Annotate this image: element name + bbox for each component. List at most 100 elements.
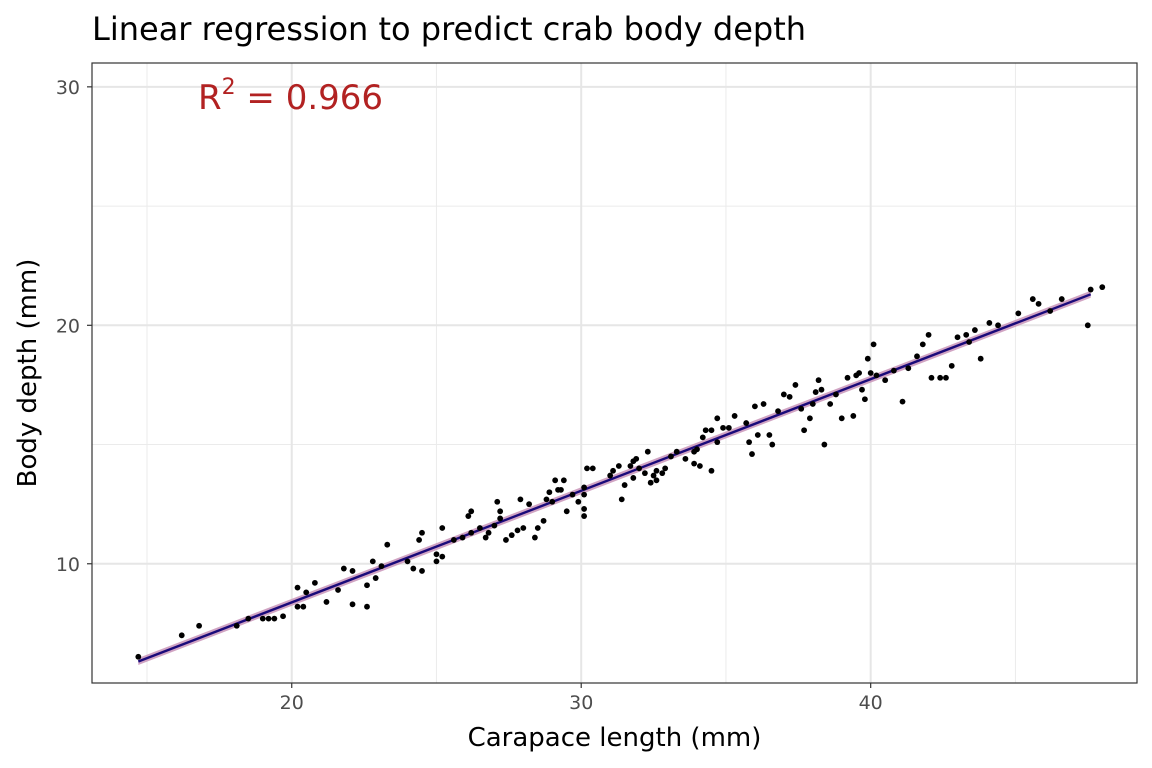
data-point xyxy=(743,420,750,426)
data-point xyxy=(699,434,706,441)
data-point xyxy=(482,534,489,541)
data-point xyxy=(673,448,680,455)
data-point xyxy=(349,568,356,574)
data-point xyxy=(549,498,556,505)
data-point xyxy=(439,525,446,531)
data-point xyxy=(668,453,674,460)
y-tick-label: 10 xyxy=(56,554,80,576)
data-point xyxy=(850,413,857,419)
chart-title: Linear regression to predict crab body d… xyxy=(92,10,806,48)
r-squared-superscript: 2 xyxy=(222,75,236,100)
data-point xyxy=(870,341,877,348)
data-point xyxy=(459,534,466,541)
data-point xyxy=(812,389,819,395)
data-point xyxy=(1099,284,1106,291)
data-point xyxy=(1029,296,1036,302)
regression-line-group xyxy=(137,293,1092,663)
data-point xyxy=(546,489,553,496)
data-point xyxy=(708,467,715,474)
data-point xyxy=(691,460,698,467)
y-tick-label: 20 xyxy=(56,315,80,337)
data-point xyxy=(937,374,944,381)
data-point xyxy=(659,470,666,477)
data-point xyxy=(384,541,391,548)
data-point xyxy=(300,603,307,610)
data-point xyxy=(786,393,793,400)
data-point xyxy=(754,432,761,438)
data-point xyxy=(508,532,515,539)
data-point xyxy=(265,615,272,622)
data-point xyxy=(494,498,501,505)
x-tick-label: 40 xyxy=(859,692,883,714)
data-point xyxy=(682,455,689,462)
data-point xyxy=(864,355,871,362)
data-point xyxy=(433,551,440,558)
data-point xyxy=(433,558,440,565)
data-point xyxy=(766,432,773,438)
data-point xyxy=(1047,308,1054,314)
data-point xyxy=(340,565,347,572)
data-point xyxy=(560,477,567,484)
data-point xyxy=(914,353,920,360)
data-point xyxy=(364,582,370,589)
data-point xyxy=(607,472,614,479)
data-point xyxy=(694,446,700,453)
data-point xyxy=(809,401,816,407)
data-point xyxy=(792,382,799,388)
data-point xyxy=(963,331,970,338)
data-point xyxy=(725,424,732,431)
data-point xyxy=(465,513,472,519)
data-point xyxy=(497,508,504,515)
data-point xyxy=(364,603,370,610)
data-point xyxy=(838,415,845,422)
data-point xyxy=(491,522,498,529)
data-point xyxy=(1058,296,1065,302)
data-point xyxy=(335,587,341,593)
data-point xyxy=(468,529,475,536)
data-point xyxy=(986,320,993,326)
data-point xyxy=(135,653,142,660)
data-point xyxy=(890,367,897,374)
data-point xyxy=(966,339,973,345)
data-point xyxy=(925,331,932,338)
data-point xyxy=(503,537,509,543)
data-point xyxy=(873,372,880,379)
data-point xyxy=(485,529,492,536)
data-point xyxy=(416,537,423,543)
data-point xyxy=(520,525,527,531)
x-tick-label: 30 xyxy=(569,692,593,714)
data-point xyxy=(621,482,628,488)
data-point xyxy=(644,448,651,455)
data-point xyxy=(450,537,457,543)
data-point xyxy=(630,475,637,481)
data-point xyxy=(943,374,949,381)
data-point xyxy=(971,327,978,333)
data-point xyxy=(581,506,588,512)
data-point xyxy=(540,517,547,524)
data-point xyxy=(196,622,203,629)
data-point xyxy=(543,496,550,503)
data-point xyxy=(636,465,643,472)
data-point xyxy=(563,508,570,515)
regression-line xyxy=(137,293,1092,663)
data-point xyxy=(410,565,417,572)
data-point xyxy=(769,441,776,448)
data-point xyxy=(589,465,596,472)
data-point xyxy=(995,322,1001,329)
data-point xyxy=(271,615,278,622)
data-point xyxy=(581,513,588,519)
data-point xyxy=(647,479,654,486)
data-point xyxy=(977,355,984,362)
data-point xyxy=(569,491,576,498)
data-point xyxy=(531,534,538,541)
data-point xyxy=(610,467,616,474)
data-point xyxy=(581,484,588,491)
data-point xyxy=(653,477,660,484)
data-point xyxy=(859,386,865,393)
x-axis-ticks: 20 30 40 xyxy=(280,683,883,714)
r-squared-base: R xyxy=(198,78,222,118)
data-point xyxy=(439,553,446,560)
data-point xyxy=(526,501,533,508)
y-axis-ticks: 10 20 30 xyxy=(56,77,92,576)
